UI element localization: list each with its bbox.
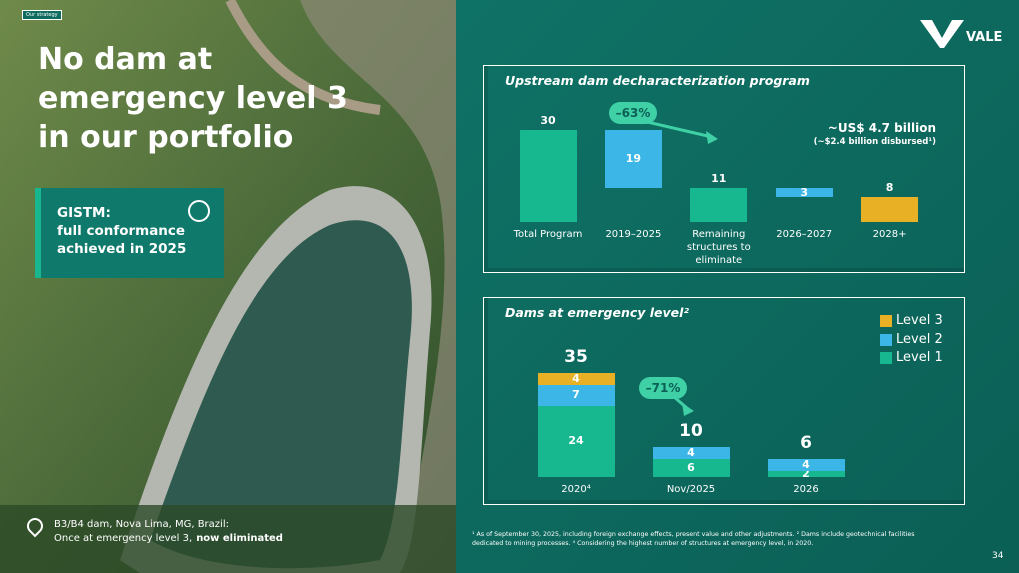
x-tick-label: 2019–2025: [605, 229, 662, 240]
logo-v: [920, 20, 964, 48]
total-label: 6: [800, 433, 812, 454]
tag: Our strategy: [22, 10, 62, 20]
value-label: 19: [625, 152, 642, 166]
caption-line: Once at emergency level 3, now eliminated: [54, 533, 283, 544]
annotation: ~US$ 4.7 billion: [827, 121, 936, 135]
legend-label: Level 2: [896, 331, 943, 347]
value-label: 4: [572, 371, 580, 385]
value-label: 6: [687, 461, 695, 475]
value-label: 4: [802, 458, 810, 472]
value-label: 7: [572, 388, 580, 402]
bar-segment: [537, 384, 615, 406]
value-label: 30: [540, 114, 556, 127]
bar: [519, 130, 577, 222]
change-pill: –71%: [639, 377, 687, 399]
value-label: 11: [711, 172, 727, 186]
x-tick-label: 2026–2027: [776, 229, 833, 240]
caption-line: B3/B4 dam, Nova Lima, MG, Brazil:: [54, 519, 229, 530]
bar-segment: [767, 459, 845, 472]
legend-label: Level 1: [896, 350, 943, 365]
bar: [690, 188, 748, 222]
logo-mark: [920, 20, 964, 48]
change-pill: –63%: [609, 102, 657, 124]
value-label: 24: [568, 434, 584, 448]
callout-line: full conformance: [57, 223, 186, 239]
bar: [861, 197, 919, 222]
x-tick-label: Remaining structures to eliminate: [686, 229, 751, 266]
trees: [0, 505, 456, 573]
page-number: 34: [992, 551, 1004, 561]
annotation: (~$2.4 billion disbursed¹): [813, 137, 936, 147]
total-label: 10: [679, 421, 703, 442]
callout-line: achieved in 2025: [57, 241, 187, 257]
value-label: 3: [800, 185, 809, 199]
legend-swatch: [880, 315, 892, 327]
bar-segment: [652, 459, 730, 477]
x-tick-label: 2026: [793, 484, 819, 495]
photo: [0, 0, 456, 573]
value-label: 4: [687, 446, 695, 460]
bar-segment: [652, 447, 730, 460]
panel: [456, 0, 1019, 573]
check-icon: [188, 200, 210, 222]
x-tick-label: Nov/2025: [666, 484, 716, 495]
chart-title: Dams at emergency level²: [505, 305, 689, 320]
chart-title: Upstream dam decharacterization program: [505, 73, 810, 88]
slide-title: No dam at emergency level 3 in our portf…: [38, 42, 348, 155]
road: [225, 0, 381, 115]
caption-bold: now eliminated: [196, 533, 283, 544]
lake: [150, 220, 412, 569]
bar: [604, 130, 662, 189]
x-tick-label: Total Program: [513, 229, 583, 240]
total-label: 35: [564, 347, 588, 367]
bar-segment: [537, 373, 615, 385]
legend-label: Level 3: [896, 313, 943, 328]
panel-frame: [483, 65, 965, 273]
bar: [775, 188, 833, 198]
bar-segment: [537, 405, 615, 477]
x-tick-label: 2028+: [872, 229, 907, 240]
bar-segment: [767, 471, 845, 477]
logo: VALE: [966, 30, 1003, 45]
callout-line: GISTM:: [57, 205, 111, 221]
value-label: 2: [802, 467, 810, 481]
x-tick-label: 2020⁴: [561, 484, 591, 495]
panel-frame: [483, 297, 965, 505]
value-label: 8: [885, 181, 894, 195]
legend-swatch: [880, 333, 892, 346]
legend-swatch: [880, 352, 892, 364]
footnote: ¹ As of September 30, 2025, including fo…: [472, 531, 915, 547]
